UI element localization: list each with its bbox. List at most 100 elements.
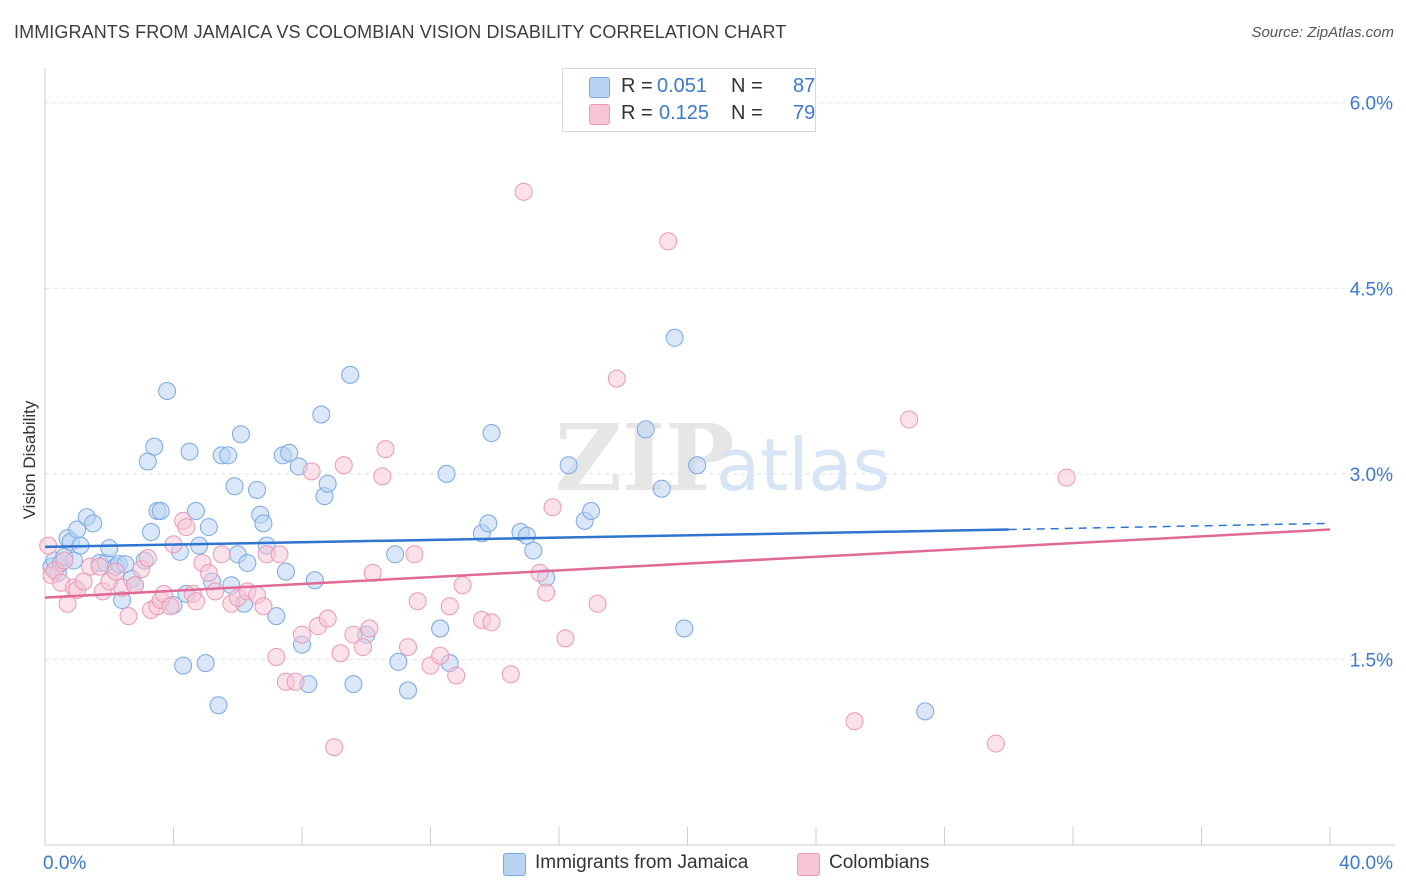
data-point-colombians <box>161 597 180 616</box>
data-point-jamaica <box>652 479 671 498</box>
data-point-colombians <box>376 440 395 459</box>
data-point-jamaica <box>916 702 935 721</box>
data-point-colombians <box>177 518 196 537</box>
data-point-colombians <box>206 582 225 601</box>
data-point-colombians <box>431 646 450 665</box>
data-point-jamaica <box>386 545 405 564</box>
chart-title: IMMIGRANTS FROM JAMAICA VS COLOMBIAN VIS… <box>14 22 787 42</box>
data-point-jamaica <box>399 681 418 700</box>
trend-line-jamaica <box>44 528 1009 549</box>
tick-labels: 1.5% 3.0% 4.5% 6.0% 0.0% 40.0% <box>43 94 1393 874</box>
data-point-jamaica <box>482 424 501 443</box>
trend-line-jamaica-extension <box>1008 522 1331 531</box>
bottom-legend-swatch-colombians <box>797 853 820 876</box>
series-colombians-points <box>39 182 1076 757</box>
data-point-jamaica <box>199 518 218 537</box>
legend-r-label: R = <box>621 102 653 124</box>
data-point-colombians <box>900 410 919 429</box>
data-point-jamaica <box>186 501 205 520</box>
y-tick-label: 6.0% <box>1350 94 1393 115</box>
data-point-colombians <box>607 369 626 388</box>
data-point-jamaica <box>524 541 543 560</box>
data-point-jamaica <box>248 480 267 499</box>
data-point-colombians <box>254 597 273 616</box>
data-point-jamaica <box>196 654 215 673</box>
data-point-jamaica <box>100 539 119 558</box>
data-point-jamaica <box>174 656 193 675</box>
data-point-colombians <box>119 607 138 626</box>
trend-lines <box>44 522 1331 599</box>
data-point-colombians <box>986 734 1005 753</box>
correlation-legend: R = 0.051 N = 87 R = 0.125 N = 79 <box>562 68 816 132</box>
data-point-jamaica <box>437 464 456 483</box>
data-point-colombians <box>514 182 533 201</box>
data-point-colombians <box>1057 468 1076 487</box>
data-point-colombians <box>453 576 472 595</box>
data-point-jamaica <box>190 536 209 555</box>
legend-swatch-jamaica <box>589 77 610 98</box>
series-jamaica-points <box>42 328 935 721</box>
data-point-colombians <box>354 638 373 657</box>
data-point-colombians <box>106 562 125 581</box>
x-tick-label-min: 0.0% <box>43 853 86 874</box>
legend-r-value: 0.125 <box>659 102 710 124</box>
data-point-jamaica <box>180 442 199 461</box>
data-point-jamaica <box>158 381 177 400</box>
data-point-jamaica <box>517 526 536 545</box>
data-point-colombians <box>447 666 466 685</box>
data-point-colombians <box>501 665 520 684</box>
data-point-jamaica <box>559 456 578 475</box>
data-point-jamaica <box>267 607 286 626</box>
watermark-zip: ZIP <box>555 404 734 512</box>
bottom-legend-label-colombians: Colombians <box>829 852 930 873</box>
data-point-jamaica <box>254 514 273 533</box>
data-point-colombians <box>537 583 556 602</box>
data-point-colombians <box>90 557 109 576</box>
watermark-atlas: atlas <box>716 423 890 507</box>
data-point-jamaica <box>209 696 228 715</box>
y-tick-label: 1.5% <box>1350 650 1393 671</box>
data-point-colombians <box>556 629 575 648</box>
legend-n-value: 79 <box>793 102 816 124</box>
data-point-colombians <box>482 613 501 632</box>
data-point-colombians <box>440 597 459 616</box>
data-point-colombians <box>845 712 864 731</box>
x-tick-label-max: 40.0% <box>1339 853 1393 874</box>
y-axis-label: Vision Disability <box>20 400 39 519</box>
data-point-jamaica <box>305 571 324 590</box>
data-point-jamaica <box>665 328 684 347</box>
data-point-jamaica <box>84 514 103 533</box>
y-tick-label: 3.0% <box>1350 465 1393 486</box>
data-point-colombians <box>212 545 231 564</box>
data-point-jamaica <box>231 425 250 444</box>
data-point-jamaica <box>142 523 161 542</box>
data-point-jamaica <box>138 452 157 471</box>
data-point-colombians <box>302 462 321 481</box>
data-point-colombians <box>334 456 353 475</box>
data-point-colombians <box>267 647 286 666</box>
data-point-jamaica <box>688 456 707 475</box>
legend-r-value: 0.051 <box>657 75 708 97</box>
data-point-colombians <box>331 644 350 663</box>
y-tick-label: 4.5% <box>1350 279 1393 300</box>
data-point-jamaica <box>151 501 170 520</box>
data-point-colombians <box>408 592 427 611</box>
data-point-jamaica <box>636 420 655 439</box>
legend-n-label: N = <box>731 102 763 124</box>
legend-r-label: R = <box>621 75 653 97</box>
legend-swatch-colombians <box>589 104 610 125</box>
source-label: Source: ZipAtlas.com <box>1251 24 1394 41</box>
data-point-colombians <box>270 545 289 564</box>
data-point-colombians <box>293 625 311 644</box>
data-point-colombians <box>55 551 74 570</box>
data-point-colombians <box>399 638 418 657</box>
data-point-jamaica <box>280 443 299 462</box>
data-point-jamaica <box>238 553 257 572</box>
data-point-jamaica <box>145 437 164 456</box>
data-point-colombians <box>373 467 392 486</box>
data-point-jamaica <box>344 675 363 694</box>
data-point-colombians <box>74 572 93 591</box>
data-point-jamaica <box>675 619 694 638</box>
data-point-colombians <box>360 619 379 638</box>
